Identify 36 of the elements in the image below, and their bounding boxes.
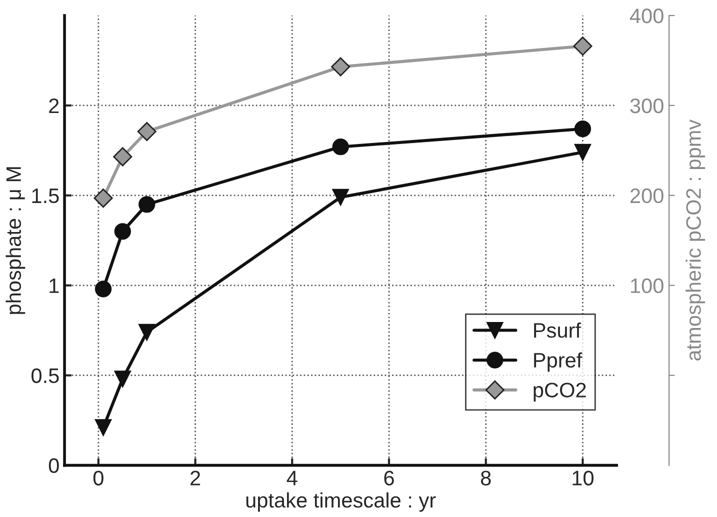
y-tick-label: 0 — [48, 458, 59, 474]
x-tick-label: 10 — [572, 470, 594, 486]
y2-tick-label: 400 — [630, 8, 664, 24]
point — [574, 144, 592, 161]
y-tick-label: 0.5 — [32, 368, 59, 384]
point — [94, 419, 112, 436]
point — [138, 324, 156, 340]
point — [94, 188, 113, 208]
x-tick-label: 2 — [190, 470, 200, 486]
point — [114, 370, 131, 388]
point — [114, 223, 131, 240]
point — [574, 120, 592, 138]
y-axis-title: phosphate : μ M — [6, 167, 26, 314]
y-tick-label: 1 — [50, 278, 59, 293]
point — [332, 138, 349, 156]
x-tick-label: 0 — [93, 470, 104, 486]
x-axis-title: uptake timescale : yr — [246, 492, 436, 512]
y2-tick-label: 300 — [630, 98, 664, 114]
point — [138, 196, 156, 213]
point — [332, 188, 349, 206]
legend-label: pCO2 — [534, 382, 586, 402]
point — [94, 280, 112, 298]
y-tick-label: 1.5 — [32, 188, 59, 204]
y2-axis-title: atmospheric pCO2 : ppmv — [686, 119, 706, 361]
x-tick-label: 8 — [480, 470, 491, 486]
point — [331, 57, 350, 76]
y2-tick-label: 200 — [630, 188, 664, 204]
y2-tick-label: 100 — [631, 278, 664, 294]
point — [113, 147, 132, 166]
legend-label: Psurf — [534, 322, 582, 338]
point — [137, 122, 156, 142]
legend-label: Ppref — [534, 352, 582, 372]
x-tick-label: 4 — [286, 470, 298, 486]
point — [573, 36, 592, 56]
x-tick-label: 6 — [384, 470, 394, 486]
y-tick-label: 2 — [49, 98, 59, 114]
